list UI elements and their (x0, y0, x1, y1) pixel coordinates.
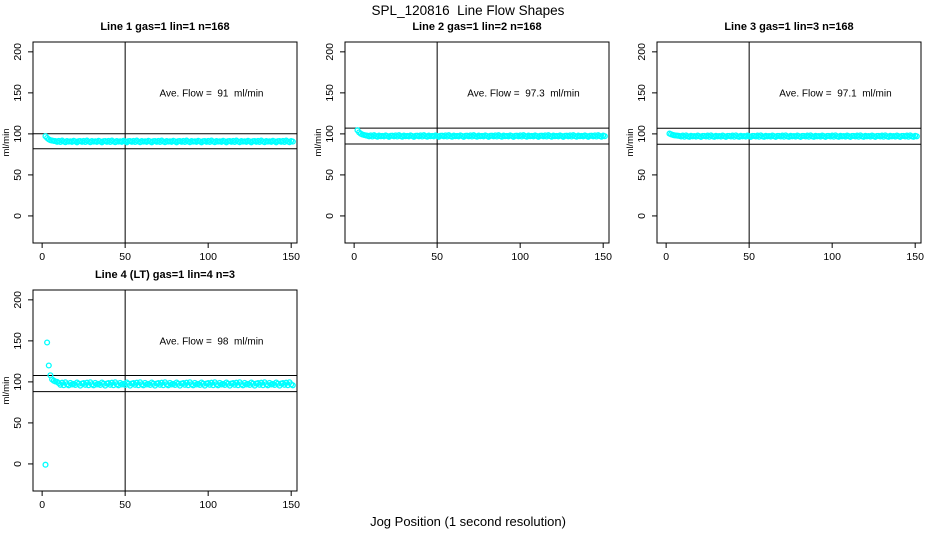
svg-text:50: 50 (119, 499, 131, 511)
panel-line-2-plot: 0 50 100 150 0 50 100 150 200 ml/min Ave. Flow = 9… (313, 41, 612, 263)
data-points (666, 130, 920, 140)
svg-text:50: 50 (636, 169, 648, 181)
data-points (42, 133, 296, 146)
svg-text:50: 50 (12, 417, 24, 429)
panel-line-4: Line 4 (LT) gas=1 lin=4 n=3 0 50 100 150 0 50… (0, 268, 312, 516)
panel-line-2-title: Line 2 gas=1 lin=2 n=168 (412, 21, 542, 33)
panel-line-4-title: Line 4 (LT) gas=1 lin=4 n=3 (94, 269, 236, 281)
panel-line-3-title: Line 3 gas=1 lin=3 n=168 (724, 21, 854, 33)
data-points (42, 339, 296, 468)
svg-text:150: 150 (12, 84, 24, 102)
svg-text:0: 0 (663, 251, 669, 263)
plot-box (656, 41, 922, 244)
svg-text:0: 0 (324, 213, 336, 219)
svg-text:150: 150 (594, 251, 612, 263)
panel-line-3-plot: 0 50 100 150 0 50 100 150 200 ml/min Ave. Flow = 9… (625, 41, 924, 263)
svg-text:50: 50 (12, 169, 24, 181)
axes: 0 50 100 150 0 50 100 150 200 ml/min (1, 289, 300, 511)
svg-text:100: 100 (511, 251, 529, 263)
svg-text:50: 50 (431, 251, 443, 263)
svg-text:0: 0 (12, 461, 24, 467)
svg-text:50: 50 (743, 251, 755, 263)
ave-flow-annotation: Ave. Flow = 97.3 ml/min (467, 88, 579, 99)
axes: 0 50 100 150 0 50 100 150 200 ml/min (313, 41, 612, 263)
panel-line-4-plot: 0 50 100 150 0 50 100 150 200 ml/min Ave. Flow = 9… (1, 289, 300, 511)
axes: 0 50 100 150 0 50 100 150 200 ml/min (625, 41, 924, 263)
svg-text:100: 100 (199, 499, 217, 511)
svg-text:0: 0 (39, 251, 45, 263)
svg-text:150: 150 (906, 251, 924, 263)
svg-text:50: 50 (324, 169, 336, 181)
svg-text:0: 0 (636, 213, 648, 219)
svg-text:200: 200 (12, 291, 24, 309)
svg-text:100: 100 (12, 125, 24, 143)
svg-text:150: 150 (12, 332, 24, 350)
svg-text:200: 200 (636, 43, 648, 61)
y-axis-label: ml/min (313, 129, 324, 157)
svg-text:200: 200 (12, 43, 24, 61)
svg-text:150: 150 (636, 84, 648, 102)
panel-line-1-title: Line 1 gas=1 lin=1 n=168 (100, 21, 230, 33)
svg-text:100: 100 (12, 373, 24, 391)
plot-box (32, 41, 298, 244)
svg-text:200: 200 (324, 43, 336, 61)
ave-flow-annotation: Ave. Flow = 97.1 ml/min (779, 88, 891, 99)
svg-text:100: 100 (636, 125, 648, 143)
panel-line-3: Line 3 gas=1 lin=3 n=168 0 50 100 150 0 50 100… (624, 20, 936, 268)
svg-text:150: 150 (282, 251, 300, 263)
svg-text:0: 0 (351, 251, 357, 263)
svg-text:100: 100 (199, 251, 217, 263)
y-axis-label: ml/min (1, 377, 12, 405)
ave-flow-annotation: Ave. Flow = 98 ml/min (159, 336, 263, 347)
reference-lines (657, 42, 921, 243)
reference-lines (345, 42, 609, 243)
svg-text:0: 0 (39, 499, 45, 511)
y-axis-label: ml/min (625, 129, 636, 157)
y-axis-label: ml/min (1, 129, 12, 157)
ave-flow-annotation: Ave. Flow = 91 ml/min (159, 88, 263, 99)
svg-text:100: 100 (324, 125, 336, 143)
svg-text:150: 150 (282, 499, 300, 511)
panel-line-2: Line 2 gas=1 lin=2 n=168 0 50 100 150 0 50 100… (312, 20, 624, 268)
svg-text:150: 150 (324, 84, 336, 102)
panel-line-1-plot: 0 50 100 150 0 50 100 150 200 ml/min Ave. Flow = 9… (1, 41, 300, 263)
panel-line-1: Line 1 gas=1 lin=1 n=168 0 50 100 150 0 50 100… (0, 20, 312, 268)
plot-box (32, 289, 298, 492)
axes: 0 50 100 150 0 50 100 150 200 ml/min (1, 41, 300, 263)
plot-box (344, 41, 610, 244)
svg-text:50: 50 (119, 251, 131, 263)
svg-text:0: 0 (12, 213, 24, 219)
figure-title: SPL_120816 Line Flow Shapes (371, 3, 565, 18)
data-points (354, 127, 608, 140)
x-axis-label: Jog Position (1 second resolution) (370, 514, 566, 529)
reference-lines (33, 290, 297, 491)
svg-text:100: 100 (823, 251, 841, 263)
